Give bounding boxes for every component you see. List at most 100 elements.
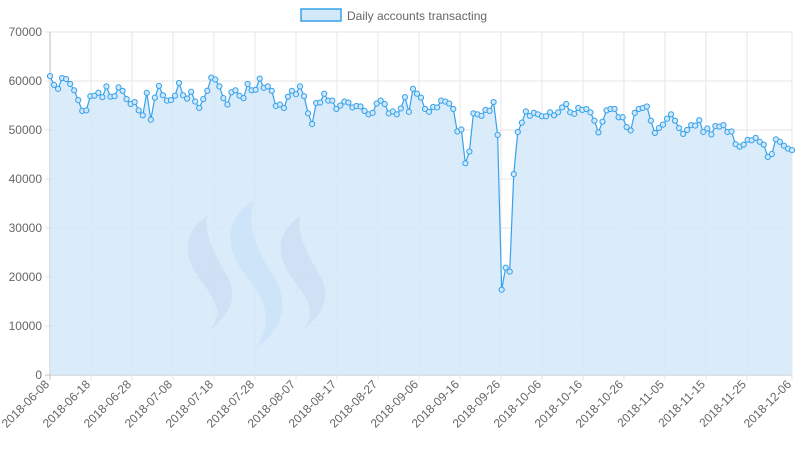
data-point[interactable]	[244, 80, 251, 88]
data-point[interactable]	[309, 121, 316, 128]
data-point[interactable]	[542, 113, 550, 120]
data-point[interactable]	[155, 82, 162, 90]
data-point[interactable]	[611, 105, 618, 113]
data-point[interactable]	[317, 99, 324, 106]
data-point[interactable]	[522, 108, 529, 115]
data-point[interactable]	[764, 153, 771, 161]
data-point[interactable]	[103, 83, 110, 90]
data-point[interactable]	[95, 89, 102, 96]
data-point[interactable]	[252, 86, 259, 93]
data-point[interactable]	[135, 107, 142, 114]
data-point[interactable]	[599, 118, 606, 125]
data-point[interactable]	[502, 264, 509, 271]
data-point[interactable]	[188, 88, 195, 95]
data-point[interactable]	[526, 112, 533, 119]
data-point[interactable]	[288, 87, 296, 94]
data-point[interactable]	[212, 76, 219, 83]
legend[interactable]: Daily accounts transacting	[300, 8, 487, 23]
data-point[interactable]	[393, 111, 400, 118]
data-point[interactable]	[220, 95, 227, 102]
data-point[interactable]	[514, 128, 521, 136]
data-point[interactable]	[167, 97, 175, 104]
data-point[interactable]	[752, 134, 759, 141]
data-point[interactable]	[434, 104, 441, 111]
data-point[interactable]	[151, 94, 158, 101]
data-point[interactable]	[563, 100, 570, 108]
data-point[interactable]	[409, 85, 417, 92]
data-point[interactable]	[696, 117, 703, 124]
data-point[interactable]	[405, 108, 412, 115]
data-point[interactable]	[623, 123, 630, 131]
data-point[interactable]	[776, 138, 784, 145]
data-point[interactable]	[389, 108, 396, 115]
data-point[interactable]	[506, 268, 513, 275]
data-point[interactable]	[651, 129, 658, 137]
data-point[interactable]	[647, 117, 654, 124]
data-point[interactable]	[728, 128, 735, 135]
data-point[interactable]	[498, 286, 505, 293]
data-point[interactable]	[421, 105, 429, 113]
data-point[interactable]	[490, 98, 497, 106]
data-point[interactable]	[518, 119, 525, 126]
data-point[interactable]	[591, 117, 598, 124]
data-point[interactable]	[139, 112, 146, 119]
data-point[interactable]	[264, 83, 271, 90]
data-point[interactable]	[413, 90, 421, 97]
data-point[interactable]	[192, 98, 199, 105]
data-point[interactable]	[67, 80, 74, 88]
data-point[interactable]	[50, 81, 58, 89]
data-point[interactable]	[486, 107, 493, 114]
data-point[interactable]	[704, 125, 711, 132]
data-point[interactable]	[643, 103, 650, 110]
data-point[interactable]	[292, 91, 300, 98]
data-point[interactable]	[458, 126, 465, 133]
data-point[interactable]	[381, 100, 388, 108]
data-point[interactable]	[425, 108, 433, 115]
data-point[interactable]	[377, 97, 384, 104]
data-point[interactable]	[361, 107, 368, 114]
data-point[interactable]	[369, 109, 376, 116]
data-point[interactable]	[655, 124, 663, 132]
data-point[interactable]	[720, 122, 727, 129]
data-point[interactable]	[494, 131, 501, 138]
data-point[interactable]	[83, 107, 90, 114]
data-point[interactable]	[680, 130, 687, 138]
data-point[interactable]	[54, 85, 62, 92]
data-point[interactable]	[171, 92, 179, 99]
data-point[interactable]	[333, 105, 340, 113]
data-point[interactable]	[478, 112, 485, 119]
data-point[interactable]	[75, 97, 82, 104]
data-point[interactable]	[256, 75, 263, 82]
data-point[interactable]	[595, 129, 602, 136]
data-point[interactable]	[111, 93, 118, 100]
data-point[interactable]	[740, 141, 747, 148]
data-point[interactable]	[571, 110, 578, 117]
data-point[interactable]	[296, 83, 304, 90]
data-point[interactable]	[159, 92, 167, 99]
data-point[interactable]	[115, 84, 122, 91]
data-point[interactable]	[240, 95, 247, 102]
data-point[interactable]	[224, 101, 231, 108]
data-point[interactable]	[462, 160, 469, 167]
data-point[interactable]	[373, 100, 380, 107]
data-point[interactable]	[510, 171, 517, 178]
data-point[interactable]	[304, 110, 312, 117]
data-point[interactable]	[63, 75, 70, 83]
legend-swatch[interactable]	[300, 8, 342, 22]
data-point[interactable]	[329, 97, 336, 104]
data-point[interactable]	[627, 127, 634, 134]
data-point[interactable]	[143, 89, 150, 96]
data-point[interactable]	[756, 138, 763, 145]
data-point[interactable]	[667, 111, 675, 118]
data-point[interactable]	[555, 109, 562, 116]
data-point[interactable]	[179, 92, 187, 99]
data-point[interactable]	[175, 79, 183, 87]
data-point[interactable]	[357, 103, 364, 110]
data-point[interactable]	[204, 87, 211, 94]
data-point[interactable]	[760, 141, 767, 148]
data-point[interactable]	[659, 121, 667, 128]
data-point[interactable]	[123, 96, 130, 103]
data-point[interactable]	[46, 73, 54, 80]
data-point[interactable]	[401, 94, 408, 101]
data-point[interactable]	[466, 148, 473, 155]
